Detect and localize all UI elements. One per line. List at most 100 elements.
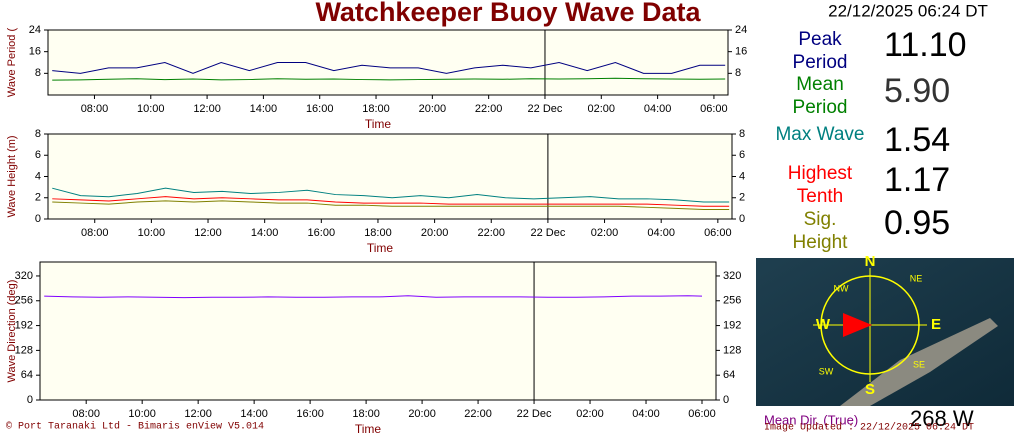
chart: Wave Height (m) Time 0 0 2 2 4 4 6 6 8 8 08:00 10:00 1…: [6, 128, 745, 255]
y-tick-label: 16: [29, 46, 41, 58]
x-tick-label: 20:00: [421, 227, 449, 239]
x-tick-label: 04:00: [632, 408, 660, 420]
reading-value: 1.54: [884, 121, 951, 159]
legend-label: Sig. Height: [792, 209, 848, 253]
compass-label: NW: [834, 283, 849, 293]
chart: Wave Direction (deg) Time 0 0 64 64 128 128 192 1…: [6, 261, 741, 436]
series-line: [52, 200, 730, 210]
datetime: 22/12/2025 06:24 DT: [828, 1, 988, 20]
x-tick-label: 14:00: [250, 103, 278, 115]
x-tick-label: 18:00: [364, 227, 392, 239]
reading-value: 1.17: [884, 161, 951, 199]
compass-label: NE: [910, 273, 923, 283]
x-tick-label: 12:00: [193, 103, 221, 115]
direction-label: Mean Dir. (True): [764, 412, 858, 427]
series-line: [52, 187, 730, 203]
x-tick-label: 02:00: [591, 227, 619, 239]
y-tick-label: 256: [15, 295, 33, 307]
compass-label: SW: [819, 366, 834, 376]
breakwater: [840, 318, 998, 406]
x-tick-label: 04:00: [647, 227, 675, 239]
legend-label: Mean Period: [792, 74, 848, 118]
x-tick-label: 08:00: [81, 227, 109, 239]
x-tick-label: 22 Dec: [528, 103, 563, 115]
legend-label: Peak Period: [792, 29, 848, 73]
compass-label: S: [865, 381, 875, 398]
plot-area: [39, 261, 717, 401]
y-tick-label: 8: [739, 128, 745, 140]
y-tick-label: 6: [35, 149, 41, 161]
x-tick-label: 12:00: [184, 408, 212, 420]
legend-label: Max Wave: [775, 124, 865, 145]
legend-label: Highest Tenth: [787, 163, 853, 207]
x-tick-label: 16:00: [308, 227, 336, 239]
x-tick-label: 18:00: [352, 408, 380, 420]
compass-label: N: [865, 253, 876, 270]
compass-label: SE: [913, 359, 925, 369]
x-tick-label: 10:00: [128, 408, 156, 420]
x-tick-label: 16:00: [306, 103, 334, 115]
y-tick-label: 4: [739, 170, 745, 182]
page-title: Watchkeeper Buoy Wave Data: [315, 0, 701, 27]
series-line: [44, 295, 703, 299]
y-tick-label: 320: [15, 270, 33, 282]
y-tick-label: 64: [21, 369, 33, 381]
copyright: © Port Taranaki Ltd - Bimaris enView V5.…: [6, 421, 264, 433]
x-tick-label: 08:00: [72, 408, 100, 420]
x-tick-label: 10:00: [137, 103, 165, 115]
series-line: [52, 196, 730, 207]
x-tick-label: 22 Dec: [517, 408, 552, 420]
reading-value: 11.10: [884, 26, 967, 64]
y-tick-label: 24: [735, 24, 747, 36]
x-tick-label: 12:00: [194, 227, 222, 239]
chart: Wave Period ( Time 8 8 16 16 24 24 08:00 10:00 12:…: [6, 24, 747, 131]
y-tick-label: 16: [735, 46, 747, 58]
x-tick-label: 22:00: [464, 408, 492, 420]
y-tick-label: 8: [35, 128, 41, 140]
x-tick-label: 14:00: [240, 408, 268, 420]
x-tick-label: 02:00: [588, 103, 616, 115]
y-tick-label: 24: [29, 24, 41, 36]
y-tick-label: 0: [27, 394, 33, 406]
direction-value: 268 W: [910, 406, 974, 431]
y-tick-label: 256: [723, 295, 741, 307]
compass: N NE E SE S SW W NW: [756, 253, 1014, 406]
series-line: [52, 77, 726, 81]
y-tick-label: 2: [35, 192, 41, 204]
x-tick-label: 22:00: [477, 227, 505, 239]
y-tick-label: 192: [15, 319, 33, 331]
plot-area: [47, 133, 733, 220]
reading-value: 0.95: [884, 204, 951, 242]
y-tick-label: 6: [739, 149, 745, 161]
y-axis-label: Wave Height (m): [6, 135, 18, 217]
x-axis-label: Time: [355, 422, 382, 436]
y-tick-label: 4: [35, 170, 41, 182]
x-tick-label: 02:00: [576, 408, 604, 420]
x-tick-label: 18:00: [362, 103, 390, 115]
x-tick-label: 06:00: [704, 227, 732, 239]
x-tick-label: 16:00: [296, 408, 324, 420]
y-tick-label: 8: [735, 67, 741, 79]
y-tick-label: 320: [723, 270, 741, 282]
y-tick-label: 128: [723, 344, 741, 356]
x-tick-label: 22 Dec: [530, 227, 565, 239]
x-tick-label: 06:00: [688, 408, 716, 420]
y-tick-label: 128: [15, 344, 33, 356]
x-axis-label: Time: [365, 117, 392, 131]
reading-value: 5.90: [884, 72, 951, 110]
x-tick-label: 20:00: [419, 103, 447, 115]
x-tick-label: 10:00: [138, 227, 166, 239]
y-axis-label: Wave Period (: [6, 28, 18, 98]
y-tick-label: 0: [739, 213, 745, 225]
y-tick-label: 2: [739, 192, 745, 204]
x-tick-label: 22:00: [475, 103, 503, 115]
y-tick-label: 8: [35, 67, 41, 79]
y-tick-label: 64: [723, 369, 735, 381]
y-tick-label: 192: [723, 319, 741, 331]
x-tick-label: 08:00: [81, 103, 109, 115]
series-line: [52, 61, 726, 74]
x-tick-label: 06:00: [700, 103, 728, 115]
x-tick-label: 14:00: [251, 227, 279, 239]
y-axis-label: Wave Direction (deg): [6, 280, 18, 383]
